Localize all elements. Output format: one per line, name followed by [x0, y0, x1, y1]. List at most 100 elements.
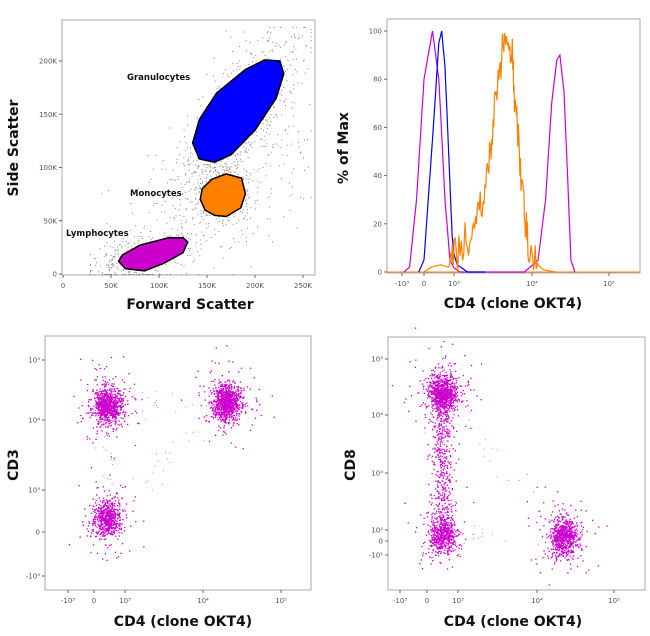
- event-dot: [431, 373, 433, 375]
- event-dot: [118, 501, 120, 503]
- event-dot: [176, 158, 178, 160]
- event-dot: [238, 220, 240, 222]
- event-dot: [123, 508, 125, 510]
- event-dot: [455, 395, 457, 397]
- event-dot: [101, 518, 103, 521]
- event-dot: [206, 73, 208, 75]
- event-dot: [114, 250, 116, 252]
- event-dot: [91, 408, 93, 410]
- event-dot: [121, 406, 123, 409]
- event-dot: [229, 168, 231, 170]
- event-dot: [175, 162, 177, 164]
- event-dot: [112, 246, 114, 248]
- event-dot: [119, 401, 121, 403]
- event-dot: [225, 224, 227, 226]
- event-dot: [156, 453, 158, 455]
- event-dot: [464, 385, 467, 387]
- event-dot: [213, 390, 216, 392]
- event-dot: [285, 99, 287, 101]
- event-dot: [258, 168, 260, 170]
- event-dot: [111, 415, 114, 417]
- event-dot: [106, 414, 108, 416]
- event-dot: [234, 418, 236, 420]
- event-dot: [118, 256, 120, 258]
- event-dot: [106, 391, 108, 394]
- event-dot: [200, 243, 202, 245]
- event-dot: [96, 430, 98, 432]
- event-dot: [197, 182, 199, 184]
- event-dot: [226, 391, 229, 393]
- event-dot: [220, 403, 222, 405]
- event-dot: [272, 146, 274, 148]
- event-dot: [86, 389, 89, 392]
- event-dot: [225, 165, 227, 167]
- event-dot: [226, 409, 228, 411]
- event-dot: [113, 520, 115, 522]
- event-dot: [228, 380, 231, 382]
- event-dot: [431, 384, 433, 386]
- event-dot: [108, 511, 111, 514]
- gate-granulocytes[interactable]: [191, 59, 285, 163]
- event-dot: [217, 400, 219, 402]
- event-dot: [109, 511, 112, 514]
- event-dot: [236, 410, 238, 412]
- event-dot: [90, 467, 92, 469]
- event-dot: [106, 521, 108, 523]
- event-dot: [111, 520, 113, 522]
- event-dot: [226, 407, 229, 409]
- event-dot: [225, 400, 227, 402]
- event-dot: [115, 417, 117, 420]
- event-dot: [231, 401, 233, 403]
- event-dot: [184, 183, 186, 185]
- event-dot: [280, 26, 282, 28]
- event-dot: [267, 57, 269, 59]
- event-dot: [236, 393, 238, 395]
- event-dot: [441, 370, 443, 372]
- event-dot: [109, 408, 112, 410]
- event-dot: [108, 523, 110, 525]
- event-dot: [121, 408, 122, 410]
- event-dot: [99, 526, 101, 528]
- event-dot: [230, 247, 232, 249]
- event-dot: [145, 418, 147, 420]
- event-dot: [209, 163, 211, 165]
- event-dot: [92, 529, 94, 531]
- event-dot: [104, 426, 107, 428]
- event-dot: [117, 513, 119, 515]
- event-dot: [266, 119, 268, 121]
- event-dot: [116, 427, 118, 429]
- event-dot: [218, 412, 220, 414]
- event-dot: [435, 403, 437, 405]
- event-dot: [104, 530, 106, 532]
- event-dot: [116, 263, 118, 265]
- event-dot: [122, 268, 124, 270]
- event-dot: [116, 520, 118, 523]
- event-dot: [228, 390, 230, 392]
- event-dot: [190, 152, 192, 154]
- event-dot: [166, 222, 168, 224]
- event-dot: [214, 170, 216, 172]
- event-dot: [94, 518, 97, 521]
- gate-lymphocytes[interactable]: [117, 237, 189, 272]
- event-dot: [125, 514, 127, 516]
- event-dot: [462, 400, 464, 402]
- event-dot: [266, 121, 268, 123]
- event-dot: [224, 417, 227, 419]
- event-dot: [220, 381, 222, 383]
- gate-monocytes[interactable]: [199, 173, 247, 218]
- event-dot: [236, 396, 238, 399]
- event-dot: [181, 234, 183, 236]
- event-dot: [427, 390, 429, 392]
- event-dot: [234, 393, 236, 395]
- event-dot: [111, 413, 113, 415]
- event-dot: [104, 395, 106, 397]
- event-dot: [192, 172, 194, 174]
- event-dot: [98, 407, 100, 409]
- x-tick-label: 250K: [294, 282, 312, 290]
- event-dot: [173, 216, 175, 218]
- event-dot: [233, 396, 235, 398]
- event-dot: [224, 420, 226, 422]
- event-dot: [154, 269, 156, 271]
- event-dot: [106, 410, 108, 412]
